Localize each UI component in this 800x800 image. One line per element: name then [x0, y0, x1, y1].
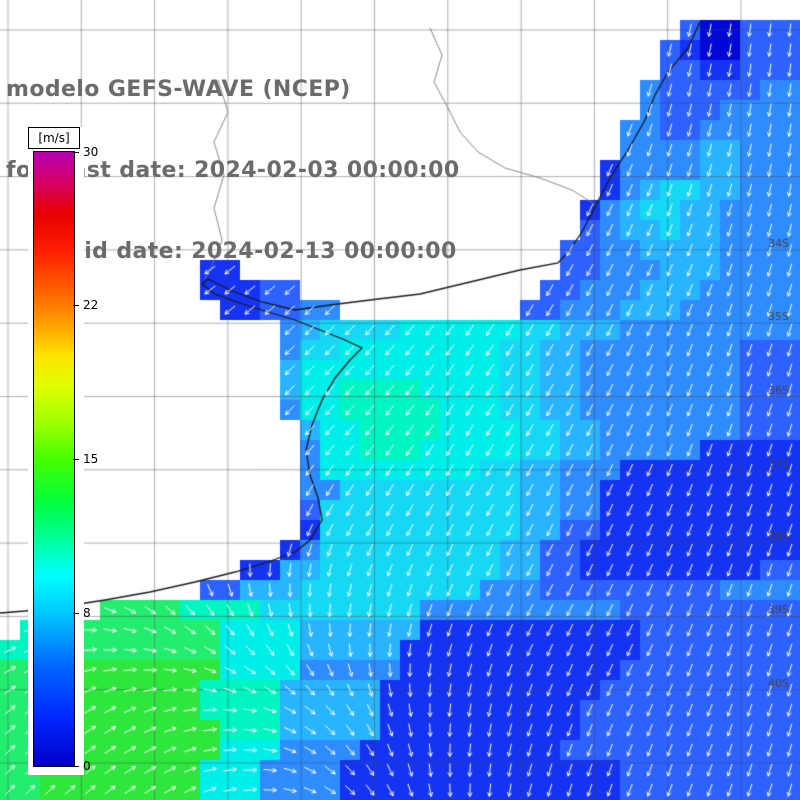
- colorbar-tickmark: [73, 766, 79, 767]
- colorbar-tickmark: [73, 459, 79, 460]
- colorbar-tickmark: [73, 305, 79, 306]
- colorbar-tickmark: [73, 613, 79, 614]
- colorbar-tickmark: [73, 152, 79, 153]
- colorbar-tick-label: 30: [83, 145, 99, 159]
- colorbar-tick-label: 0: [83, 759, 91, 773]
- colorbar-tick-label: 8: [83, 606, 91, 620]
- colorbar-tick-label: 22: [83, 298, 99, 312]
- colorbar: [m/s] 30 22 15 8 0: [28, 127, 98, 775]
- colorbar-units-label: [m/s]: [28, 127, 80, 149]
- colorbar-gradient: [33, 151, 75, 767]
- model-title: modelo GEFS-WAVE (NCEP): [6, 77, 351, 102]
- colorbar-tick-label: 15: [83, 452, 99, 466]
